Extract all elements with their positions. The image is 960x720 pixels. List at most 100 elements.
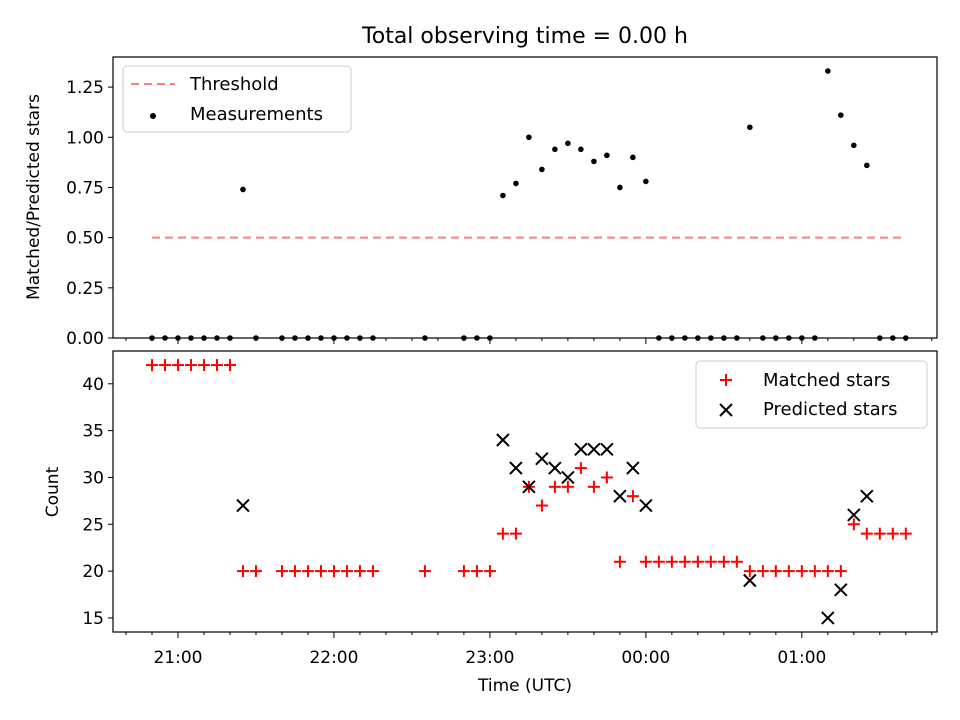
predicted-star-point <box>561 470 575 485</box>
matched-star-point <box>197 359 210 372</box>
legend-measurements-label: Measurements <box>190 104 323 125</box>
matched-star-point <box>548 480 561 493</box>
matched-star-point <box>691 555 704 568</box>
matched-star-point <box>314 565 327 578</box>
x-tick-label: 21:00 <box>153 648 202 668</box>
matched-star-point <box>470 565 483 578</box>
x-axis-label: Time (UTC) <box>477 676 572 696</box>
matched-star-point <box>613 555 626 568</box>
matched-star-point <box>223 359 236 372</box>
measurement-point <box>591 158 597 165</box>
predicted-star-point <box>574 442 588 457</box>
predicted-star-point <box>821 611 835 625</box>
bottom-legend: Matched stars Predicted stars <box>695 360 928 429</box>
legend-matched-label: Matched stars <box>763 370 890 391</box>
matched-star-point <box>587 480 600 493</box>
y-tick-label: 15 <box>82 609 104 629</box>
y-tick-label: 0.25 <box>66 279 104 299</box>
matched-star-point <box>158 359 171 372</box>
measurement-point <box>643 178 649 185</box>
top-legend: Threshold Measurements <box>122 65 352 133</box>
matched-star-point <box>847 518 860 531</box>
matched-star-point <box>821 565 834 578</box>
matched-star-point <box>652 555 665 568</box>
legend-measurements-swatch <box>150 113 156 119</box>
predicted-star-point <box>509 461 523 475</box>
predicted-star-point <box>600 442 614 457</box>
top-axes-frame <box>112 56 938 339</box>
matched-star-point <box>717 555 730 568</box>
ratio-panel: Total observing time = 0.00 h Matched/Pr… <box>24 24 938 349</box>
predicted-star-point <box>743 573 757 588</box>
y-tick-label: 20 <box>82 562 104 582</box>
matched-star-point <box>327 565 340 578</box>
matched-star-point <box>704 555 717 568</box>
matched-star-point <box>210 359 223 372</box>
measurement-point <box>578 146 584 153</box>
matched-star-point <box>626 490 639 503</box>
legend-predicted-swatch <box>719 403 733 417</box>
matched-star-point <box>340 565 353 578</box>
measurement-point <box>240 186 246 193</box>
y-tick-label: 30 <box>82 468 104 488</box>
matched-star-point <box>184 359 197 372</box>
matched-star-point <box>730 555 743 568</box>
y-tick-label: 40 <box>82 375 104 395</box>
predicted-star-point <box>548 461 562 475</box>
predicted-star-point <box>535 452 549 466</box>
matched-star-point <box>808 565 821 578</box>
legend-predicted-label: Predicted stars <box>763 399 897 420</box>
y-tick-label: 1.25 <box>66 78 104 98</box>
predicted-star-point <box>626 461 640 475</box>
measurement-point <box>500 192 506 199</box>
x-tick-label: 23:00 <box>465 648 514 668</box>
matched-star-point <box>769 565 782 578</box>
top-y-axis: 0.00 0.25 0.50 0.75 1.00 1.25 <box>66 78 113 349</box>
measurement-point <box>864 162 870 169</box>
matched-star-point <box>236 565 249 578</box>
matched-star-point <box>678 555 691 568</box>
predicted-star-point <box>613 489 627 503</box>
predicted-star-point <box>639 498 653 513</box>
measurement-point <box>565 140 571 147</box>
measurement-point <box>630 154 636 161</box>
matched-star-point <box>756 565 769 578</box>
matched-star-point <box>457 565 470 578</box>
count-panel: Count Time (UTC) 15 20 25 30 35 40 21:00 22:00… <box>43 350 938 696</box>
measurement-point <box>526 134 532 141</box>
measurement-point <box>851 142 857 149</box>
count-plot-area <box>145 359 912 625</box>
measurement-point <box>604 152 610 159</box>
legend-threshold-label: Threshold <box>189 74 279 95</box>
y-tick-label: 1.00 <box>66 128 104 148</box>
matched-star-point <box>561 480 574 493</box>
y-tick-label: 35 <box>82 422 104 442</box>
matched-star-point <box>860 527 873 540</box>
y-tick-label: 0.50 <box>66 229 104 249</box>
measurement-point <box>617 184 623 191</box>
matched-star-point <box>301 565 314 578</box>
measurement-point <box>825 68 831 74</box>
matched-star-point <box>483 565 496 578</box>
y-tick-label: 0.00 <box>66 329 104 349</box>
top-x-axis <box>125 338 933 344</box>
matched-star-point <box>249 565 262 578</box>
top-y-axis-label: Matched/Predicted stars <box>24 94 44 300</box>
matched-star-point <box>496 527 509 540</box>
matched-star-point <box>145 359 158 372</box>
matched-star-point <box>795 565 808 578</box>
matched-star-point <box>665 555 678 568</box>
measurement-point <box>513 180 519 187</box>
bottom-y-axis: 15 20 25 30 35 40 <box>82 375 113 629</box>
matched-star-point <box>535 499 548 512</box>
bottom-y-axis-label: Count <box>43 466 63 517</box>
matched-star-point <box>288 565 301 578</box>
matched-star-point <box>509 527 522 540</box>
predicted-star-point <box>847 508 861 522</box>
matched-star-point <box>834 565 847 578</box>
matched-star-point <box>600 471 613 484</box>
matched-star-point <box>275 565 288 578</box>
chart-title: Total observing time = 0.00 h <box>361 24 688 49</box>
predicted-star-point <box>860 489 874 503</box>
matched-star-point <box>418 565 431 578</box>
